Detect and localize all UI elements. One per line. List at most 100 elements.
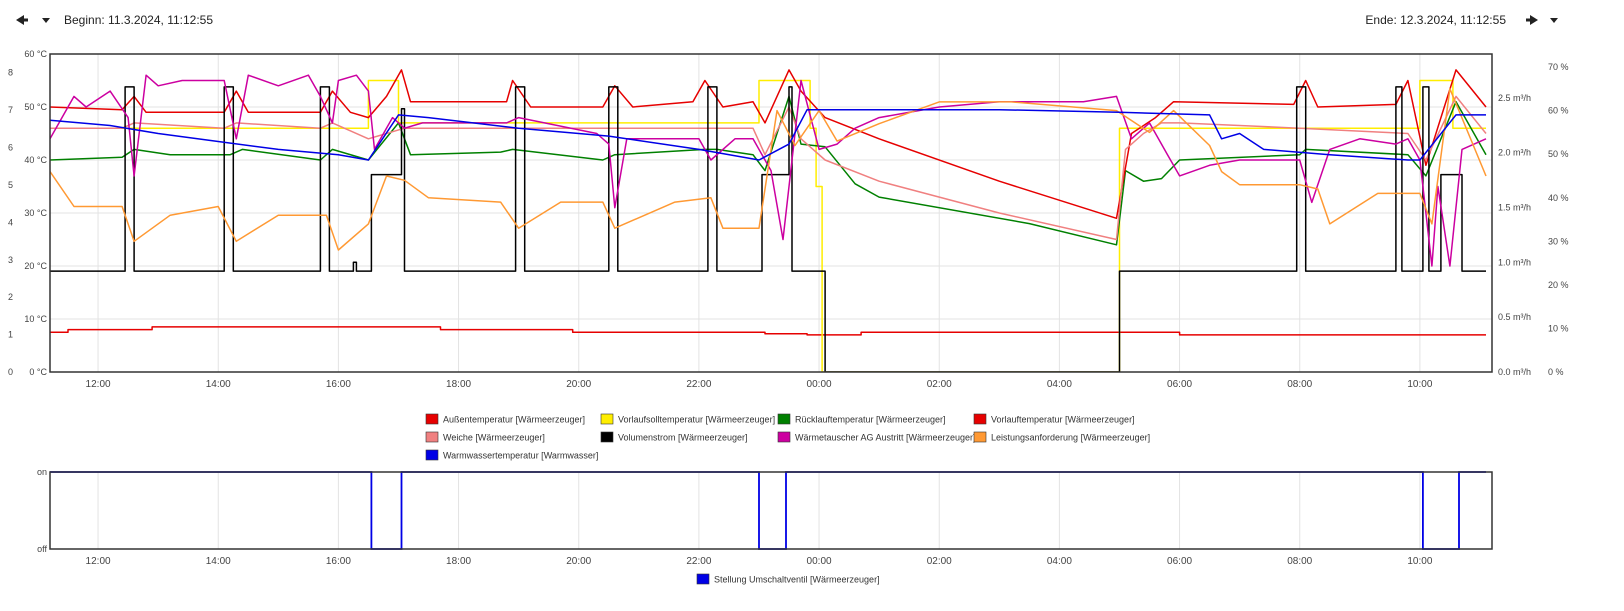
valve-chart: 12:00 14:00 16:00 18:00 20:00 22:00 00:00 02:00… (37, 467, 1493, 585)
legend-swatch (696, 573, 710, 585)
x-tick-label: 04:00 (1047, 556, 1072, 567)
legend-swatch (600, 413, 614, 425)
pct-tick-label: 30 % (1548, 236, 1569, 246)
temp-tick-label: 10 °C (24, 314, 47, 324)
x-tick-label: 00:00 (807, 379, 832, 390)
legend-swatch (973, 413, 987, 425)
num-tick-label: 8 (8, 68, 13, 78)
legend-label: Vorlaufsolltemperatur [Wärmeerzeuger] (618, 415, 775, 425)
x-tick-label: 00:00 (807, 556, 832, 567)
legend-label: Leistungsanforderung [Wärmeerzeuger] (991, 433, 1150, 443)
pct-tick-label: 70 % (1548, 62, 1569, 72)
flow-tick-label: 1.5 m³/h (1498, 203, 1531, 213)
legend-item: Rücklauftemperatur [Wärmeerzeuger] (777, 413, 946, 425)
x-tick-label: 22:00 (686, 556, 711, 567)
num-tick-label: 2 (8, 292, 13, 302)
x-tick-label: 06:00 (1167, 556, 1192, 567)
arrow-left-icon[interactable] (14, 12, 30, 28)
chevron-down-icon[interactable] (38, 12, 54, 28)
legend-item: Volumenstrom [Wärmeerzeuger] (600, 431, 748, 443)
legend-item: Vorlaufsolltemperatur [Wärmeerzeuger] (600, 413, 775, 425)
series-line-warmwassertemperatur (50, 108, 1486, 161)
legend-label: Wärmetauscher AG Austritt [Wärmeerzeuger… (795, 433, 976, 443)
flow-tick-label: 2.0 m³/h (1498, 148, 1531, 158)
x-tick-label: 22:00 (686, 379, 711, 390)
arrow-right-icon[interactable] (1524, 12, 1540, 28)
x-tick-label: 18:00 (446, 379, 471, 390)
num-tick-label: 7 (8, 105, 13, 115)
temp-tick-label: 50 °C (24, 102, 47, 112)
temp-tick-label: 60 °C (24, 49, 47, 59)
x-tick-label: 02:00 (927, 379, 952, 390)
chevron-down-icon[interactable] (1546, 12, 1562, 28)
x-tick-label: 04:00 (1047, 379, 1072, 390)
series-line-vorlauftemperatur (50, 69, 1487, 220)
num-tick-label: 6 (8, 143, 13, 153)
series-line-vorlaufsolltemperatur (50, 79, 1486, 372)
x-tick-label: 10:00 (1407, 379, 1432, 390)
x-tick-label: 20:00 (566, 379, 591, 390)
pct-tick-label: 0 % (1548, 367, 1564, 377)
temp-tick-label: 30 °C (24, 208, 47, 218)
series-line-leistungsanforderung (50, 88, 1487, 251)
plot-area (50, 472, 1492, 549)
flow-tick-label: 0.5 m³/h (1498, 312, 1531, 322)
legend-item: Weiche [Wärmeerzeuger] (425, 431, 545, 443)
x-tick-label: 02:00 (927, 556, 952, 567)
x-tick-label: 06:00 (1167, 379, 1192, 390)
legend-item: Außentemperatur [Wärmeerzeuger] (425, 413, 585, 425)
plot-border (49, 53, 1493, 373)
x-tick-label: 08:00 (1287, 379, 1312, 390)
temp-tick-label: 20 °C (24, 261, 47, 271)
end-label: Ende: 12.3.2024, 11:12:55 (1365, 13, 1506, 27)
y-tick-label-on: on (37, 467, 47, 477)
x-tick-label: 14:00 (206, 556, 231, 567)
legend-swatch (973, 431, 987, 443)
temp-tick-label: 40 °C (24, 155, 47, 165)
legend-label: Rücklauftemperatur [Wärmeerzeuger] (795, 415, 946, 425)
x-tick-label: 20:00 (566, 556, 591, 567)
series-group (50, 69, 1487, 372)
num-tick-label: 3 (8, 255, 13, 265)
legend-swatch (777, 413, 791, 425)
flow-tick-label: 0.0 m³/h (1498, 367, 1531, 377)
legend: Außentemperatur [Wärmeerzeuger] Vorlaufso… (425, 413, 1150, 461)
x-tick-label: 08:00 (1287, 556, 1312, 567)
legend-label: Vorlauftemperatur [Wärmeerzeuger] (991, 415, 1135, 425)
legend-item: Wärmetauscher AG Austritt [Wärmeerzeuger… (777, 431, 976, 443)
y-tick-label-off: off (37, 544, 47, 554)
series-line-volumenstrom (50, 86, 1486, 372)
pct-tick-label: 60 % (1548, 106, 1569, 116)
series-line-wärmetauscher-ag-austritt (50, 74, 1487, 267)
x-tick-label: 16:00 (326, 379, 351, 390)
legend-label: Warmwassertemperatur [Warmwasser] (443, 451, 598, 461)
flow-tick-label: 1.0 m³/h (1498, 257, 1531, 267)
legend-swatch (600, 431, 614, 443)
x-tick-label: 16:00 (326, 556, 351, 567)
legend-label: Volumenstrom [Wärmeerzeuger] (618, 433, 748, 443)
x-tick-label: 12:00 (86, 379, 111, 390)
series-line-außentemperatur (50, 326, 1486, 336)
num-tick-label: 4 (8, 217, 13, 227)
pct-tick-label: 40 % (1548, 193, 1569, 203)
plot-border (49, 471, 1493, 550)
x-tick-label: 10:00 (1407, 556, 1432, 567)
legend-label: Stellung Umschaltventil [Wärmeerzeuger] (714, 575, 880, 585)
top-toolbar: Beginn: 11.3.2024, 11:12:55 Ende: 12.3.2… (0, 0, 1624, 40)
x-tick-label: 18:00 (446, 556, 471, 567)
x-tick-label: 14:00 (206, 379, 231, 390)
legend-item: Leistungsanforderung [Wärmeerzeuger] (973, 431, 1150, 443)
pct-tick-label: 50 % (1548, 149, 1569, 159)
legend-label: Weiche [Wärmeerzeuger] (443, 433, 545, 443)
pct-tick-label: 20 % (1548, 280, 1569, 290)
series-line-rücklauftemperatur (50, 95, 1487, 246)
legend-swatch (425, 431, 439, 443)
num-tick-label: 5 (8, 180, 13, 190)
main-chart: 12:00 14:00 16:00 18:00 20:00 22:00 00:00 02:00… (8, 49, 1569, 390)
temp-tick-label: 0 °C (29, 367, 47, 377)
legend-swatch (425, 413, 439, 425)
legend-item: Warmwassertemperatur [Warmwasser] (425, 449, 598, 461)
legend-item: Vorlauftemperatur [Wärmeerzeuger] (973, 413, 1135, 425)
begin-label: Beginn: 11.3.2024, 11:12:55 (64, 13, 214, 27)
